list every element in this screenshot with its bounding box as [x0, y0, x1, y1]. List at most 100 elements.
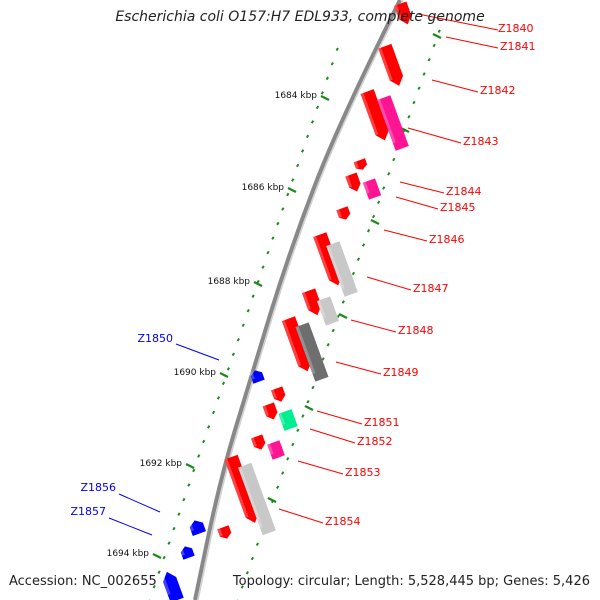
feature-z1854-track2-shine — [238, 466, 263, 528]
minor-tick-right — [371, 214, 376, 219]
gene-z1854 — [224, 454, 259, 523]
major-tick — [152, 553, 162, 559]
gene-z1842 — [378, 43, 404, 86]
gene-z1849 — [281, 316, 312, 372]
minor-tick-right — [422, 72, 426, 76]
feature-z1849-track2-shine — [295, 326, 316, 375]
feature-z1854-track2 — [238, 462, 276, 536]
gene-z1858-body — [163, 571, 184, 600]
minor-tick-left — [221, 381, 226, 386]
gene-z1846 — [336, 206, 351, 220]
minor-tick-left — [226, 367, 231, 371]
minor-tick-right — [341, 300, 345, 304]
accession-text: Accession: NC_002655 — [9, 574, 157, 589]
gene-z1843 — [360, 89, 389, 141]
minor-tick-right — [412, 100, 416, 105]
gene-label-z1844: Z1844 — [446, 185, 482, 198]
gene-z1848 — [301, 288, 322, 316]
minor-tick-right — [306, 399, 310, 404]
leader-line-z1851 — [316, 410, 363, 425]
gene-z1840-shine — [394, 4, 402, 20]
feature-z1845-track2-body — [362, 178, 382, 200]
minor-tick-left — [251, 294, 255, 298]
gene-label-z1856: Z1856 — [80, 481, 116, 494]
feature-z1852-track2-body — [267, 440, 285, 460]
major-tick — [219, 372, 229, 378]
feature-z1848-track2-body — [316, 296, 340, 326]
feature-z1845-track2 — [362, 178, 382, 200]
minor-tick-left — [207, 425, 211, 429]
tick-label: 1688 kbp — [208, 277, 251, 287]
leader-line-z1843 — [407, 127, 462, 144]
minor-tick-left — [256, 279, 260, 284]
leader-line-z1842 — [431, 79, 479, 93]
gene-label-z1841: Z1841 — [500, 40, 536, 53]
gene-z1852-body — [262, 402, 278, 420]
gene-label-z1854: Z1854 — [325, 515, 361, 528]
gene-z1850-body — [250, 370, 265, 384]
tick-label: 1690 kbp — [174, 368, 217, 378]
tick-label: 1692 kbp — [140, 459, 183, 469]
gene-z1840-body — [394, 1, 412, 25]
minor-tick-left — [286, 192, 290, 197]
minor-tick-left — [182, 497, 186, 502]
gene-z1854b-body — [217, 525, 232, 539]
minor-tick-left — [187, 483, 191, 487]
minor-tick-left — [236, 338, 240, 342]
map-title: Escherichia coli O157:H7 EDL933, complet… — [115, 9, 485, 25]
minor-tick-left — [216, 396, 221, 400]
leader-line-z1848 — [350, 319, 397, 333]
gene-label-z1851: Z1851 — [364, 416, 400, 429]
minor-tick-right — [255, 542, 260, 547]
feature-z1847-track2-body — [326, 241, 358, 297]
major-tick-right — [267, 497, 277, 503]
minor-tick-left — [157, 570, 161, 574]
minor-tick-right — [361, 243, 366, 247]
gene-label-z1846: Z1846 — [429, 233, 465, 246]
leader-line-z1841 — [445, 36, 499, 49]
minor-tick-left — [172, 526, 176, 531]
feature-z1847-track2 — [326, 241, 358, 297]
leader-line-z1847 — [366, 276, 412, 291]
gene-features — [160, 1, 412, 600]
minor-tick-right — [331, 328, 335, 333]
gene-z1846-shine — [336, 209, 342, 218]
minor-tick-right — [387, 171, 391, 176]
gene-z1851-body — [270, 386, 286, 402]
leader-line-z1852 — [309, 428, 356, 444]
minor-tick-right — [336, 314, 340, 319]
minor-tick-right — [240, 585, 244, 589]
minor-tick-right — [382, 186, 386, 190]
gene-z1850 — [249, 370, 265, 384]
gene-z1843-shine — [360, 92, 379, 136]
minor-tick-left — [266, 250, 270, 255]
gene-z1847 — [313, 232, 343, 286]
gene-z1853-shine — [250, 437, 257, 448]
feature-z1852-track2 — [267, 440, 285, 460]
major-tick-right — [338, 313, 348, 319]
minor-tick-left — [330, 62, 334, 66]
minor-tick-left — [246, 308, 250, 313]
gene-z1858-shine — [160, 573, 171, 595]
minor-tick-left — [320, 91, 325, 95]
minor-tick-right — [276, 485, 280, 490]
minor-tick-right — [301, 414, 305, 418]
genome-summary: Topology: circular; Length: 5,528,445 bp… — [232, 574, 590, 589]
tick-label: 1686 kbp — [242, 183, 285, 193]
minor-tick-right — [281, 471, 285, 475]
gene-z1849-body — [281, 316, 312, 372]
minor-tick-left — [335, 47, 339, 52]
major-tick — [253, 281, 263, 287]
leader-line-z1857 — [108, 517, 153, 536]
minor-tick-right — [286, 456, 290, 461]
feature-z1851-track2-shine — [278, 412, 286, 425]
minor-tick-left — [281, 207, 285, 211]
tick-label: 1694 kbp — [107, 549, 150, 559]
minor-tick-left — [325, 76, 329, 81]
minor-tick-left — [167, 541, 171, 545]
minor-tick-left — [315, 105, 320, 110]
feature-z1848-track2 — [316, 296, 340, 326]
minor-tick-right — [377, 200, 381, 205]
major-tick-right — [432, 33, 442, 39]
gene-z1842-shine — [378, 47, 393, 81]
